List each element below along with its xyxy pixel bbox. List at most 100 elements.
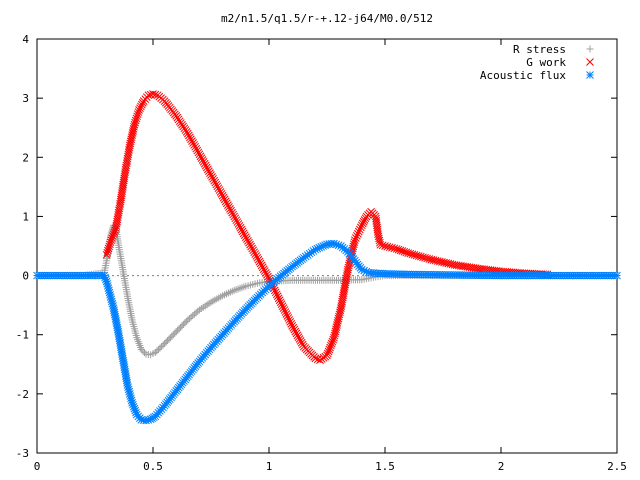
data-point [350, 238, 359, 247]
chart-title: m2/n1.5/q1.5/r-+.12-j64/M0.0/512 [221, 12, 433, 25]
data-point [251, 250, 260, 258]
x-tick-label: 2 [498, 460, 505, 473]
data-point [271, 288, 280, 297]
data-point [280, 306, 289, 314]
data-point [188, 137, 196, 146]
data-point [222, 199, 231, 208]
y-tick-label: -1 [16, 329, 29, 342]
data-point [140, 349, 148, 357]
data-point [245, 238, 253, 247]
data-point [189, 139, 197, 147]
data-point [185, 131, 193, 140]
data-point [202, 163, 211, 172]
data-point [137, 346, 145, 353]
data-point [378, 241, 387, 250]
data-point [139, 347, 147, 355]
data-point [197, 154, 206, 162]
data-point [352, 232, 361, 240]
data-point [237, 225, 246, 234]
data-point [136, 104, 144, 113]
data-point [194, 307, 202, 315]
data-point [297, 338, 306, 347]
data-point [200, 159, 209, 168]
data-point [286, 318, 295, 326]
data-point [105, 242, 114, 251]
series-group [33, 90, 621, 425]
data-point [283, 312, 292, 320]
data-point [133, 112, 141, 121]
data-point [296, 337, 305, 345]
data-point [229, 210, 237, 219]
data-point [419, 253, 427, 262]
y-tick-label: -3 [16, 447, 29, 460]
data-point [182, 317, 190, 325]
data-point [328, 337, 337, 346]
data-point [255, 257, 264, 266]
data-point [292, 329, 301, 338]
data-point [381, 242, 389, 250]
data-point [385, 243, 394, 252]
data-point [175, 325, 183, 333]
data-point [208, 173, 216, 181]
x-tick-label: 2.5 [607, 460, 627, 473]
data-point [250, 248, 259, 257]
data-point [151, 348, 159, 356]
data-point [227, 206, 235, 215]
data-point [193, 146, 202, 155]
y-tick-label: 0 [22, 270, 29, 283]
data-point [294, 333, 303, 341]
data-point [108, 232, 117, 240]
data-point [253, 253, 262, 262]
data-point [258, 263, 267, 272]
data-point [178, 322, 186, 330]
data-point [354, 227, 363, 236]
data-point [353, 229, 362, 238]
data-point [168, 332, 176, 340]
data-point [241, 233, 250, 241]
data-point [102, 251, 111, 259]
data-point [221, 197, 230, 206]
data-point [196, 152, 205, 161]
series-acoustic-flux [33, 239, 621, 425]
data-point [247, 242, 255, 251]
data-point [135, 106, 143, 114]
plot-frame [36, 38, 618, 454]
data-point [158, 343, 166, 351]
data-point [235, 221, 244, 230]
data-point [246, 240, 254, 249]
data-point [244, 237, 252, 245]
series-g-work [102, 90, 552, 364]
data-point [327, 341, 335, 350]
data-point [201, 161, 210, 170]
data-point [285, 316, 294, 324]
data-point [198, 156, 207, 164]
data-point [138, 100, 146, 109]
data-point [357, 221, 366, 230]
data-point [194, 148, 203, 157]
data-point [256, 259, 265, 268]
data-point [172, 328, 180, 336]
data-point [311, 354, 320, 363]
data-point [323, 351, 331, 360]
data-point [104, 246, 112, 255]
data-point [240, 231, 249, 240]
data-point [263, 270, 271, 279]
data-point [376, 240, 385, 249]
y-tick-label: 1 [22, 210, 29, 223]
data-point [277, 300, 286, 309]
data-point [210, 176, 219, 185]
data-point [257, 261, 266, 270]
data-point [134, 108, 143, 116]
data-point [274, 294, 283, 303]
data-point [187, 135, 195, 144]
y-tick-label: 2 [22, 151, 29, 164]
data-point [133, 110, 142, 119]
data-point [281, 308, 290, 316]
data-point [324, 347, 333, 356]
data-point [360, 216, 369, 224]
x-tick-label: 1.5 [375, 460, 395, 473]
data-point [326, 343, 334, 352]
data-point [298, 340, 307, 349]
